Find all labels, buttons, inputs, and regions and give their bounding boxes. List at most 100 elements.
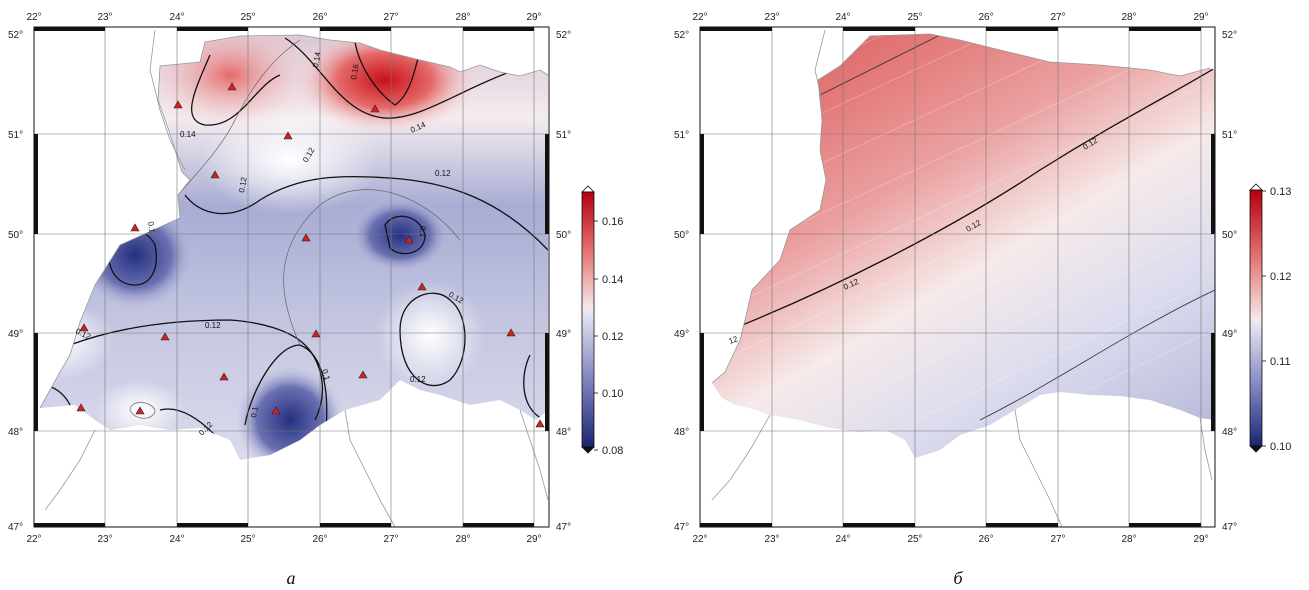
lat-tick: 47° xyxy=(1222,522,1237,533)
contour-label: 0.1 xyxy=(146,221,157,234)
lon-ticks-a-bottom: 22° 23° 24° 25° 26° 27° 28° 29° xyxy=(26,534,541,545)
lon-tick: 25° xyxy=(907,534,922,545)
lon-tick: 25° xyxy=(907,12,922,23)
lon-tick: 27° xyxy=(383,534,398,545)
station-marker xyxy=(135,406,145,415)
station-marker xyxy=(79,323,89,332)
lat-tick: 51° xyxy=(556,130,571,141)
contour-label: 0.1 xyxy=(418,226,427,238)
lon-tick: 28° xyxy=(455,534,470,545)
lon-tick: 26° xyxy=(312,12,327,23)
station-marker xyxy=(76,403,86,412)
lon-tick: 27° xyxy=(383,12,398,23)
contour-label: 0.12 xyxy=(205,321,221,330)
colorbar-b: 0.13 0.12 0.11 0.10 xyxy=(1249,183,1291,453)
lat-ticks-a-left: 52° 51° 50° 49° 48° 47° xyxy=(8,30,23,533)
lat-tick: 50° xyxy=(556,230,571,241)
station-marker xyxy=(283,131,293,140)
station-marker xyxy=(301,233,311,242)
colorbar-tick: 0.13 xyxy=(1270,186,1291,198)
station-marker xyxy=(404,235,414,244)
lon-tick: 23° xyxy=(764,534,779,545)
lon-tick: 24° xyxy=(835,534,850,545)
lat-tick: 52° xyxy=(674,30,689,41)
lon-tick: 24° xyxy=(835,12,850,23)
lon-tick: 29° xyxy=(526,534,541,545)
colorbar-tick: 0.10 xyxy=(1270,441,1291,453)
panel-label-a: а xyxy=(287,568,296,588)
lon-ticks-b-top: 22° 23° 24° 25° 26° 27° 28° 29° xyxy=(692,12,1208,23)
lat-tick: 48° xyxy=(556,427,571,438)
colorbar-tick: 0.11 xyxy=(1270,356,1291,368)
colorbar-tick: 0.10 xyxy=(602,388,623,400)
lon-tick: 28° xyxy=(1121,12,1136,23)
grid-a xyxy=(34,27,549,527)
contour-label: 0.12 xyxy=(435,169,451,178)
lat-tick: 48° xyxy=(8,427,23,438)
lon-tick: 26° xyxy=(978,12,993,23)
lat-tick: 50° xyxy=(1222,230,1237,241)
lat-tick: 51° xyxy=(8,130,23,141)
lat-tick: 48° xyxy=(674,427,689,438)
lat-tick: 47° xyxy=(8,522,23,533)
colorbar-tick: 0.08 xyxy=(602,445,623,457)
lat-tick: 51° xyxy=(1222,130,1237,141)
lon-ticks-b-bottom: 22° 23° 24° 25° 26° 27° 28° 29° xyxy=(692,534,1208,545)
lon-tick: 22° xyxy=(692,12,707,23)
station-marker xyxy=(358,370,368,379)
station-marker xyxy=(417,282,427,291)
lat-tick: 49° xyxy=(556,329,571,340)
lon-tick: 22° xyxy=(692,534,707,545)
lat-tick: 52° xyxy=(1222,30,1237,41)
lon-tick: 27° xyxy=(1050,534,1065,545)
lat-ticks-b-left: 52° 51° 50° 49° 48° 47° xyxy=(674,30,689,533)
lon-tick: 22° xyxy=(26,534,41,545)
lon-tick: 23° xyxy=(764,12,779,23)
lat-tick: 52° xyxy=(8,30,23,41)
region-border-a xyxy=(39,34,549,409)
lat-tick: 47° xyxy=(674,522,689,533)
station-marker xyxy=(227,82,237,91)
station-marker xyxy=(219,372,229,381)
lon-ticks-a-top: 22° 23° 24° 25° 26° 27° 28° 29° xyxy=(26,12,541,23)
panel-label-b: б xyxy=(953,568,963,588)
contour-label: 0.1 xyxy=(249,405,260,418)
station-marker xyxy=(535,419,545,428)
station-marker xyxy=(271,406,281,415)
grid-b xyxy=(700,27,1215,527)
station-marker xyxy=(130,223,140,232)
lon-tick: 28° xyxy=(455,12,470,23)
contour-label: 0.14 xyxy=(311,51,323,68)
colorbar-tick: 0.14 xyxy=(602,274,623,286)
lon-tick: 29° xyxy=(1193,12,1208,23)
lat-tick: 50° xyxy=(674,230,689,241)
lat-tick: 49° xyxy=(1222,329,1237,340)
colorbar-tick: 0.12 xyxy=(602,331,623,343)
station-marker xyxy=(160,332,170,341)
lon-tick: 25° xyxy=(240,12,255,23)
lon-tick: 29° xyxy=(1193,534,1208,545)
lon-tick: 22° xyxy=(26,12,41,23)
lon-tick: 23° xyxy=(97,534,112,545)
contour-label: 0.14 xyxy=(180,130,196,139)
lon-tick: 23° xyxy=(97,12,112,23)
contour-main-b xyxy=(729,67,1215,331)
station-marker xyxy=(311,329,321,338)
contour-label: 0.16 xyxy=(349,63,361,80)
contour-label: 0.1 xyxy=(320,368,332,382)
lon-tick: 24° xyxy=(169,534,184,545)
panel-a: 0.16 0.14 0.14 0.14 0.12 0.12 0.12 0.12 … xyxy=(8,12,623,588)
station-marker xyxy=(210,170,220,179)
station-marker xyxy=(173,100,183,109)
contour-label: 0.12 xyxy=(237,176,249,193)
lon-tick: 27° xyxy=(1050,12,1065,23)
station-marker xyxy=(370,104,380,113)
lat-tick: 50° xyxy=(8,230,23,241)
lon-tick: 25° xyxy=(240,534,255,545)
colorbar-tick: 0.16 xyxy=(602,216,623,228)
frame-bars-b xyxy=(700,27,1215,527)
station-marker xyxy=(506,328,516,337)
lat-tick: 47° xyxy=(556,522,571,533)
lat-tick: 51° xyxy=(674,130,689,141)
